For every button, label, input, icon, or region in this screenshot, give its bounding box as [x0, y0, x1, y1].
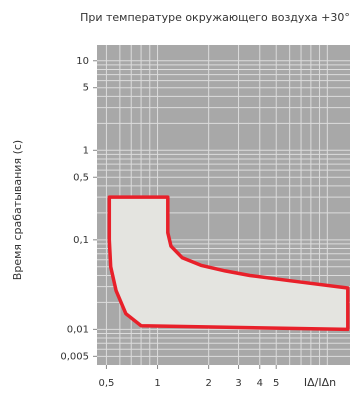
- y-tick-label: 5: [83, 83, 89, 94]
- y-axis-label: Время срабатывания (с): [11, 140, 24, 280]
- trip-region: [107, 195, 350, 332]
- x-tick-label: 5: [273, 378, 279, 389]
- x-tick-label: 3: [235, 378, 241, 389]
- y-tick-label: 0,01: [67, 324, 89, 335]
- x-tick-label: 2: [205, 378, 211, 389]
- x-axis-label: IΔ/IΔn: [304, 376, 336, 389]
- y-tick-label: 10: [76, 56, 89, 67]
- y-tick-label: 0,1: [73, 235, 89, 246]
- x-tick-label: 1: [154, 378, 160, 389]
- y-tick-label: 0,005: [60, 351, 89, 362]
- x-tick-label: 0,5: [98, 378, 114, 389]
- y-tick-label: 1: [83, 145, 89, 156]
- x-tick-label: 4: [257, 378, 263, 389]
- chart-title: При температуре окружающего воздуха +30°: [80, 11, 350, 24]
- y-tick-label: 0,5: [73, 172, 89, 183]
